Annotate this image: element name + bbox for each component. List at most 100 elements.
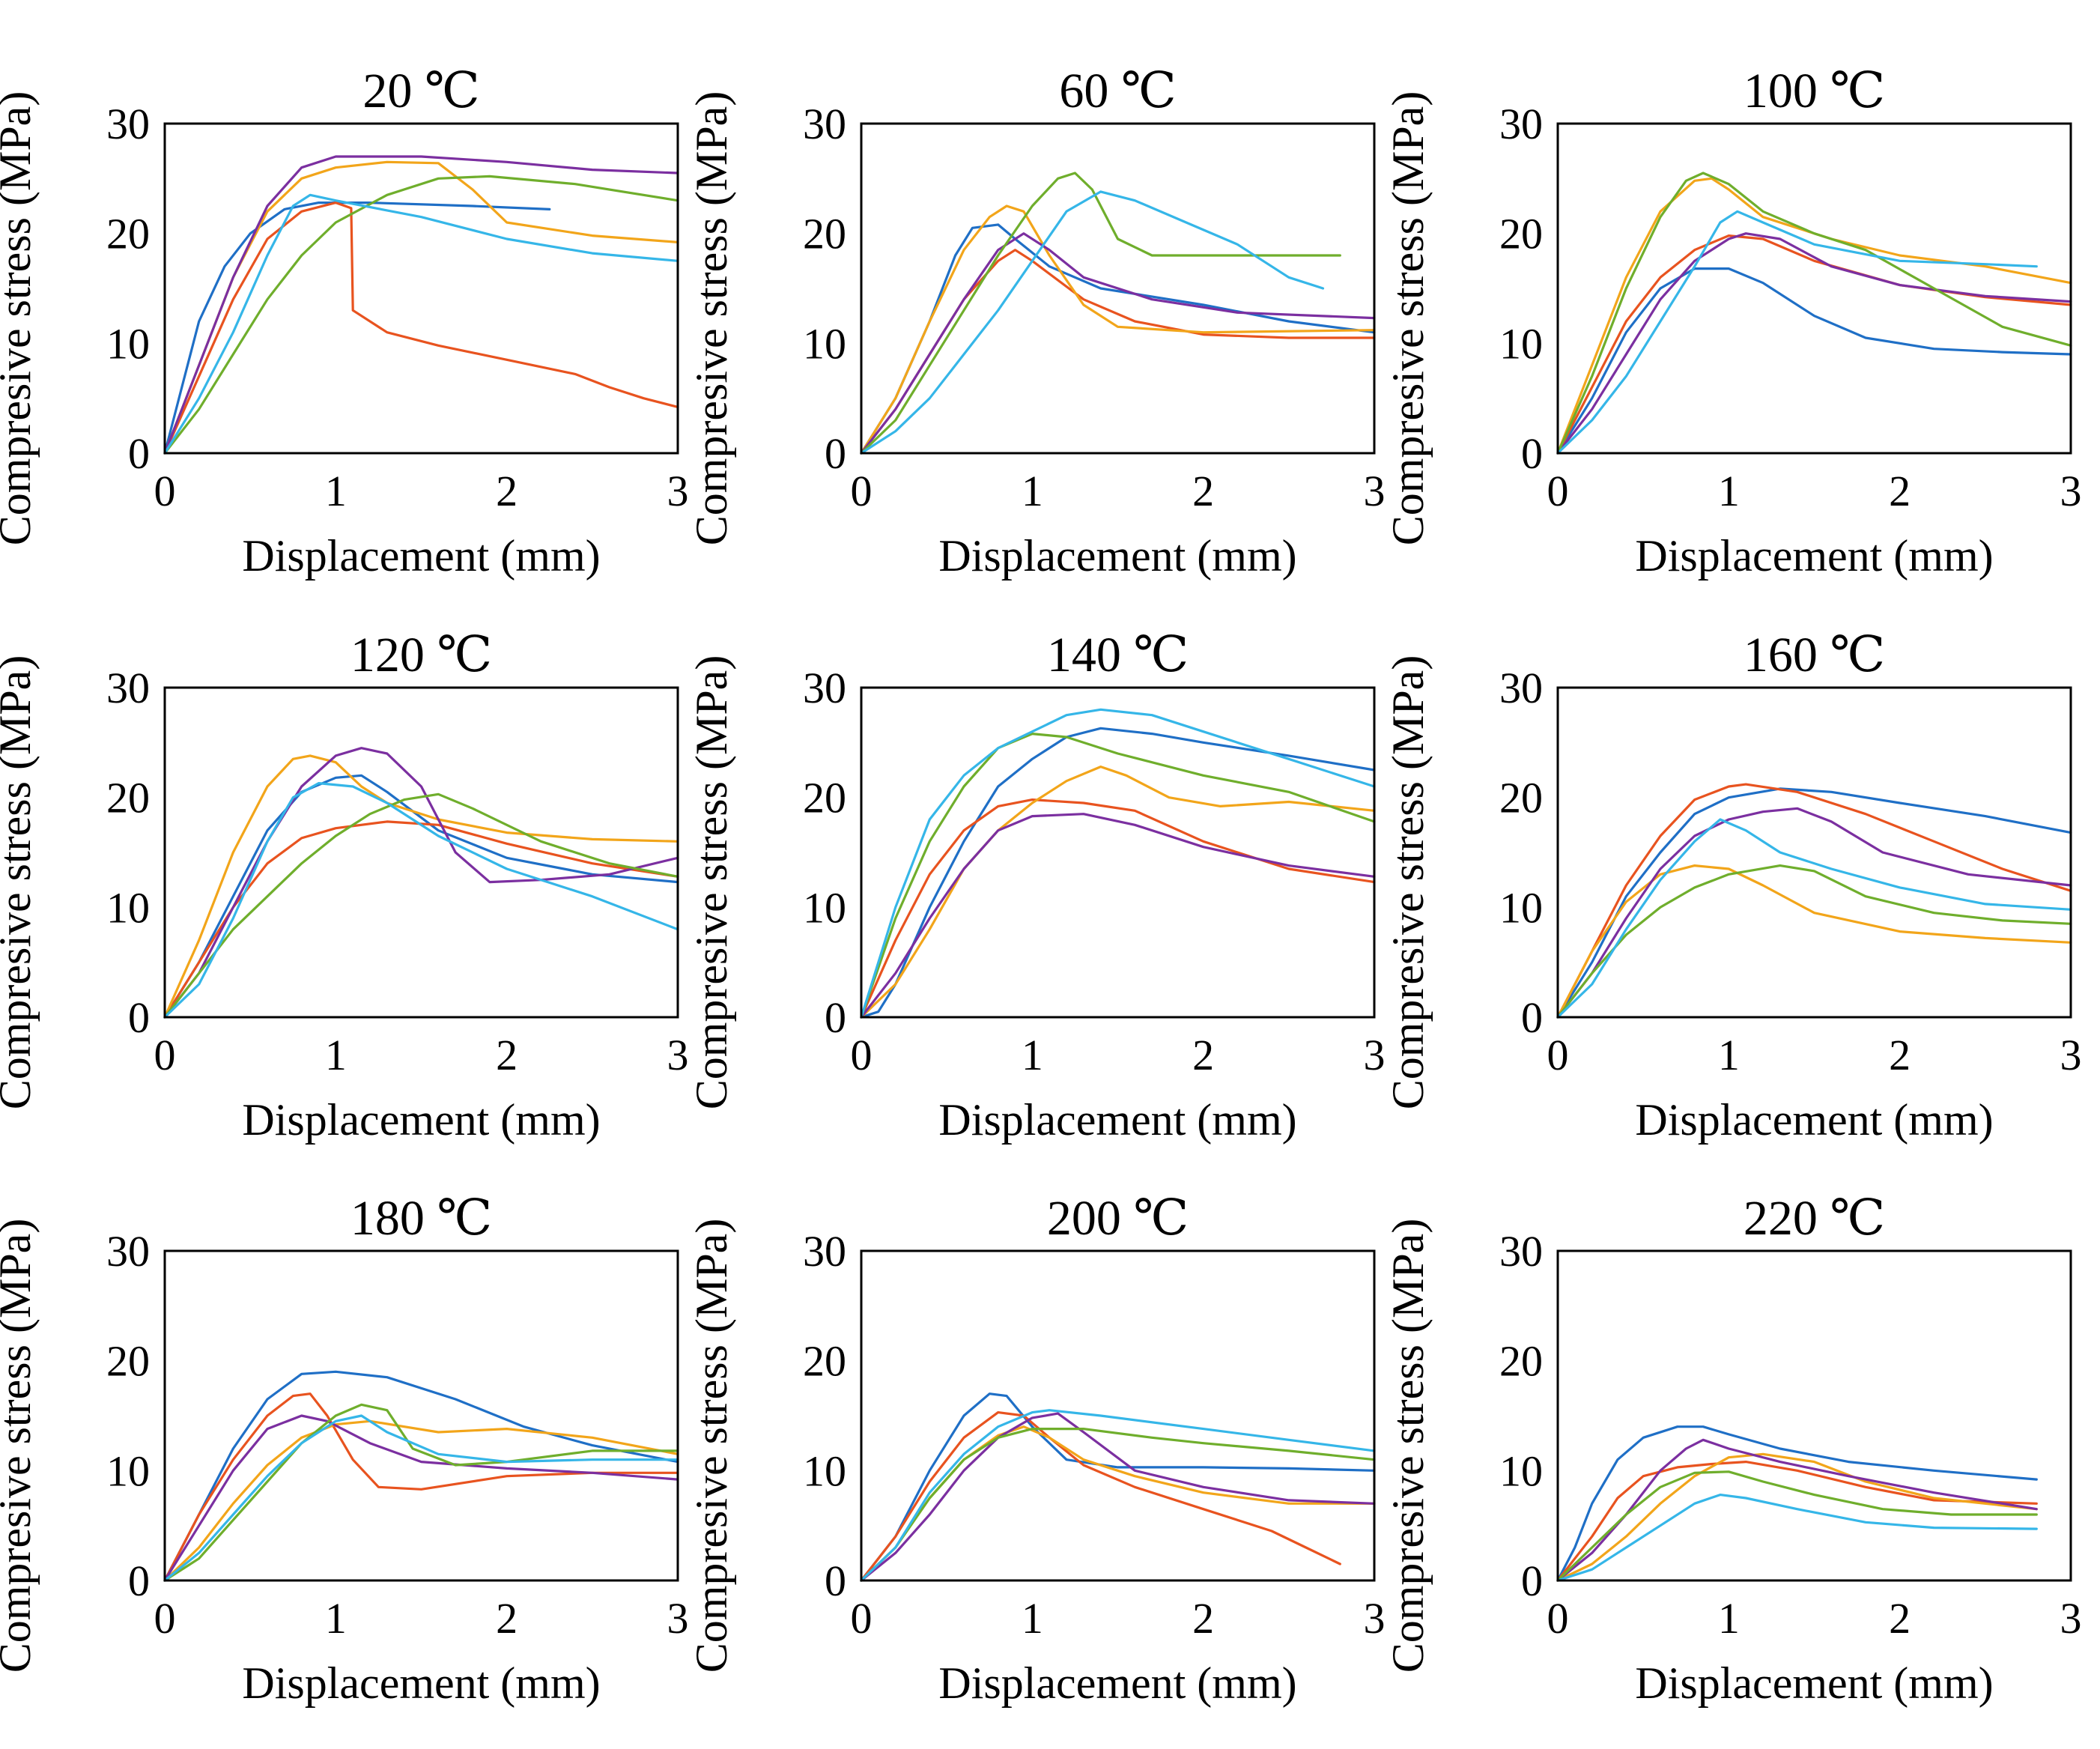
chart-title: 100 ℃ bbox=[1744, 64, 1885, 118]
series-line-green bbox=[860, 733, 1376, 1019]
y-tick-label: 10 bbox=[106, 883, 150, 932]
x-tick-label: 0 bbox=[1547, 1594, 1569, 1643]
x-tick-label: 3 bbox=[667, 1031, 689, 1079]
x-tick-label: 1 bbox=[1718, 467, 1740, 515]
series-line-purple bbox=[1556, 1438, 2038, 1582]
x-tick-label: 1 bbox=[1022, 1031, 1043, 1079]
chart-title: 180 ℃ bbox=[350, 1191, 492, 1246]
series-line-green bbox=[1556, 172, 2072, 455]
plot-frame-top bbox=[163, 122, 679, 455]
x-tick-label: 3 bbox=[2060, 1594, 2082, 1643]
x-axis-label: Displacement (mm) bbox=[242, 1658, 600, 1708]
y-tick-label: 10 bbox=[803, 1446, 846, 1495]
series-line-blue bbox=[860, 1392, 1376, 1582]
y-tick-label: 30 bbox=[106, 100, 150, 148]
series-line-yellow bbox=[1556, 1452, 2038, 1582]
y-tick-label: 0 bbox=[825, 993, 846, 1042]
y-tick-label: 30 bbox=[106, 664, 150, 712]
y-tick-label: 10 bbox=[106, 319, 150, 368]
series-line-cyan bbox=[1556, 818, 2072, 1019]
y-tick-label: 10 bbox=[803, 883, 846, 932]
x-tick-label: 1 bbox=[325, 1031, 347, 1079]
series-line-orange bbox=[163, 201, 679, 455]
series-line-purple bbox=[860, 232, 1376, 455]
x-tick-label: 2 bbox=[1192, 1031, 1214, 1079]
x-tick-label: 2 bbox=[496, 1031, 518, 1079]
y-tick-label: 0 bbox=[825, 1556, 846, 1605]
y-tick-label: 10 bbox=[1499, 883, 1543, 932]
x-tick-label: 1 bbox=[1022, 1594, 1043, 1643]
series-line-blue bbox=[163, 201, 551, 455]
plot-frame-top bbox=[860, 122, 1376, 455]
series-line-orange bbox=[163, 1392, 679, 1582]
x-axis-label: Displacement (mm) bbox=[1635, 1095, 1993, 1145]
plot-frame-top bbox=[163, 1249, 679, 1582]
y-tick-label: 30 bbox=[803, 100, 846, 148]
x-tick-label: 1 bbox=[325, 467, 347, 515]
series-line-purple bbox=[1556, 232, 2072, 455]
series-line-cyan bbox=[1556, 210, 2038, 455]
x-axis-label: Displacement (mm) bbox=[242, 531, 600, 581]
series-line-green bbox=[860, 1428, 1376, 1582]
y-tick-label: 30 bbox=[106, 1227, 150, 1276]
y-tick-label: 10 bbox=[1499, 1446, 1543, 1495]
y-axis-label: Compresive stress (MPa) bbox=[0, 655, 40, 1110]
series-line-yellow bbox=[860, 766, 1376, 1019]
series-line-cyan bbox=[860, 190, 1325, 455]
x-axis-label: Displacement (mm) bbox=[1635, 1658, 1993, 1708]
x-tick-label: 0 bbox=[154, 1594, 176, 1643]
chart-title: 60 ℃ bbox=[1059, 64, 1176, 118]
x-tick-label: 3 bbox=[667, 1594, 689, 1643]
x-tick-label: 3 bbox=[667, 467, 689, 515]
x-axis-label: Displacement (mm) bbox=[938, 1658, 1296, 1708]
x-tick-label: 2 bbox=[496, 467, 518, 515]
y-tick-label: 20 bbox=[803, 1337, 846, 1386]
y-axis-label: Compresive stress (MPa) bbox=[0, 1219, 40, 1673]
y-tick-label: 30 bbox=[1499, 664, 1543, 712]
y-tick-label: 0 bbox=[128, 1556, 150, 1605]
series-line-cyan bbox=[163, 782, 679, 1019]
y-axis-label: Compresive stress (MPa) bbox=[0, 91, 40, 546]
x-tick-label: 1 bbox=[325, 1594, 347, 1643]
y-tick-label: 30 bbox=[1499, 100, 1543, 148]
series-line-cyan bbox=[860, 1409, 1376, 1582]
y-tick-label: 20 bbox=[106, 774, 150, 822]
y-tick-label: 30 bbox=[803, 1227, 846, 1276]
y-axis-label: Compresive stress (MPa) bbox=[687, 1219, 736, 1673]
y-tick-label: 20 bbox=[803, 774, 846, 822]
x-tick-label: 3 bbox=[2060, 1031, 2082, 1079]
y-tick-label: 20 bbox=[106, 1337, 150, 1386]
series-line-green bbox=[860, 172, 1341, 455]
y-axis-label: Compresive stress (MPa) bbox=[1383, 1219, 1433, 1673]
y-tick-label: 30 bbox=[803, 664, 846, 712]
y-tick-label: 0 bbox=[128, 993, 150, 1042]
series-line-green bbox=[1556, 1470, 2038, 1582]
y-tick-label: 0 bbox=[1521, 429, 1543, 478]
plot-frame-top bbox=[860, 686, 1376, 1019]
series-line-orange bbox=[163, 820, 679, 1019]
series-line-yellow bbox=[163, 754, 679, 1019]
series-line-yellow bbox=[1556, 177, 2072, 455]
x-axis-label: Displacement (mm) bbox=[938, 1095, 1296, 1145]
plot-frame-top bbox=[1556, 686, 2072, 1019]
x-axis-label: Displacement (mm) bbox=[1635, 531, 1993, 581]
x-axis-label: Displacement (mm) bbox=[938, 531, 1296, 581]
y-tick-label: 0 bbox=[1521, 1556, 1543, 1605]
series-line-cyan bbox=[860, 708, 1376, 1019]
chart-title: 200 ℃ bbox=[1047, 1191, 1189, 1246]
plot-frame-top bbox=[1556, 1249, 2072, 1582]
plot-frame-top bbox=[163, 686, 679, 1019]
series-line-yellow bbox=[860, 204, 1376, 455]
y-tick-label: 0 bbox=[128, 429, 150, 478]
x-tick-label: 2 bbox=[1889, 1594, 1911, 1643]
x-tick-label: 0 bbox=[851, 1594, 873, 1643]
series-line-yellow bbox=[1556, 864, 2072, 1019]
